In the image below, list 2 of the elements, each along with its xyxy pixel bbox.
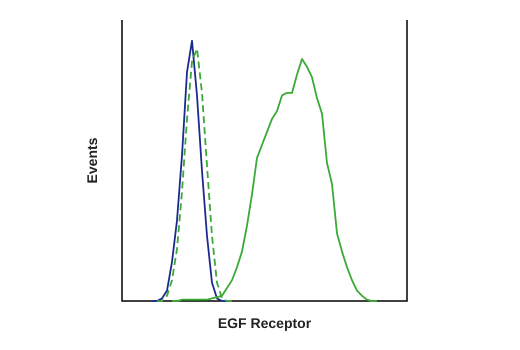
x-axis-title: EGF Receptor [218,314,312,331]
y-axis-title: Events [84,137,100,184]
